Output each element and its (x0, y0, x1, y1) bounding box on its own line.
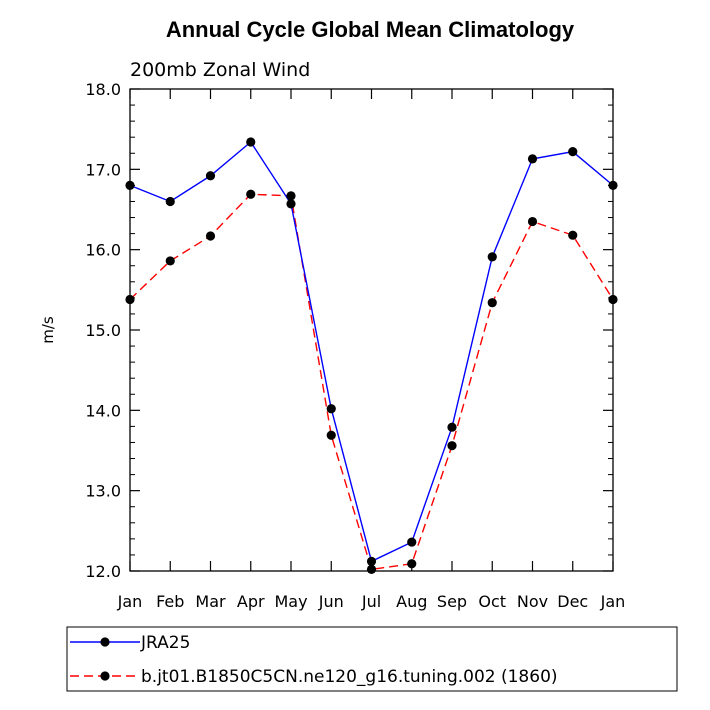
plot-frame (129, 88, 614, 572)
series-0-point (366, 556, 377, 566)
series-0-point (527, 154, 538, 164)
x-tick-label: Aug (396, 592, 427, 611)
series-1-point (487, 298, 497, 308)
series-1-point (407, 559, 417, 569)
y-tick-label: 16.0 (85, 241, 121, 260)
y-tick-label: 17.0 (85, 160, 121, 179)
series-0-point (246, 137, 256, 147)
series-line-0 (129, 140, 614, 563)
x-tick-label: Oct (478, 592, 506, 611)
x-tick-label: Jan (117, 592, 143, 611)
series-layer (125, 137, 618, 574)
x-tick-label: Nov (517, 592, 548, 611)
series-1-point (286, 191, 296, 201)
tick-labels: 12.0 13.0 14.0 15.0 16.0 17.0 18.0 Jan Feb Mar Apr… (85, 80, 625, 611)
x-tick-label: Sep (437, 592, 467, 611)
series-0-point (286, 199, 296, 209)
legend-marker-0 (100, 637, 110, 647)
y-tick-label: 15.0 (85, 321, 121, 340)
series-1-point (165, 256, 175, 266)
series-line-1 (129, 193, 614, 571)
y-tick-label: 18.0 (85, 80, 121, 99)
series-0-point (447, 422, 457, 432)
series-1-point (527, 216, 538, 227)
y-axis-label: m/s (39, 316, 57, 344)
legend-marker-1 (100, 671, 110, 681)
x-tick-label: Feb (156, 592, 184, 611)
chart-title: Annual Cycle Global Mean Climatology (166, 17, 575, 42)
series-1-point (326, 430, 336, 440)
x-tick-label: Jul (361, 592, 381, 611)
series-1-point (246, 189, 256, 199)
legend-box (66, 626, 678, 692)
x-tick-label: Dec (557, 592, 588, 611)
series-1-point (366, 564, 377, 574)
x-tick-label: Jun (318, 592, 344, 611)
series-0-point (326, 404, 336, 414)
chart-subtitle: 200mb Zonal Wind (130, 59, 310, 81)
legend-label-0: JRA25 (140, 633, 190, 653)
legend-label-1: b.jt01.B1850C5CN.ne120_g16.tuning.002 (1… (141, 667, 558, 687)
x-tick-label: Apr (237, 592, 265, 611)
series-1-point (447, 441, 457, 451)
series-0-point (407, 537, 417, 547)
y-tick-label: 14.0 (85, 401, 121, 420)
x-tick-label: Jan (600, 592, 626, 611)
axis-ticks (129, 88, 614, 572)
series-1-point (205, 231, 216, 241)
series-0-point (568, 147, 578, 157)
series-0-point (205, 171, 216, 181)
series-0-point (165, 196, 175, 207)
x-tick-label: May (274, 592, 307, 611)
y-tick-label: 12.0 (85, 562, 121, 581)
x-tick-label: Mar (195, 592, 226, 611)
series-1-point (568, 230, 578, 240)
y-tick-label: 13.0 (85, 482, 121, 501)
legend: JRA25 b.jt01.B1850C5CN.ne120_g16.tuning.0… (66, 626, 678, 692)
series-0-point (487, 252, 497, 262)
